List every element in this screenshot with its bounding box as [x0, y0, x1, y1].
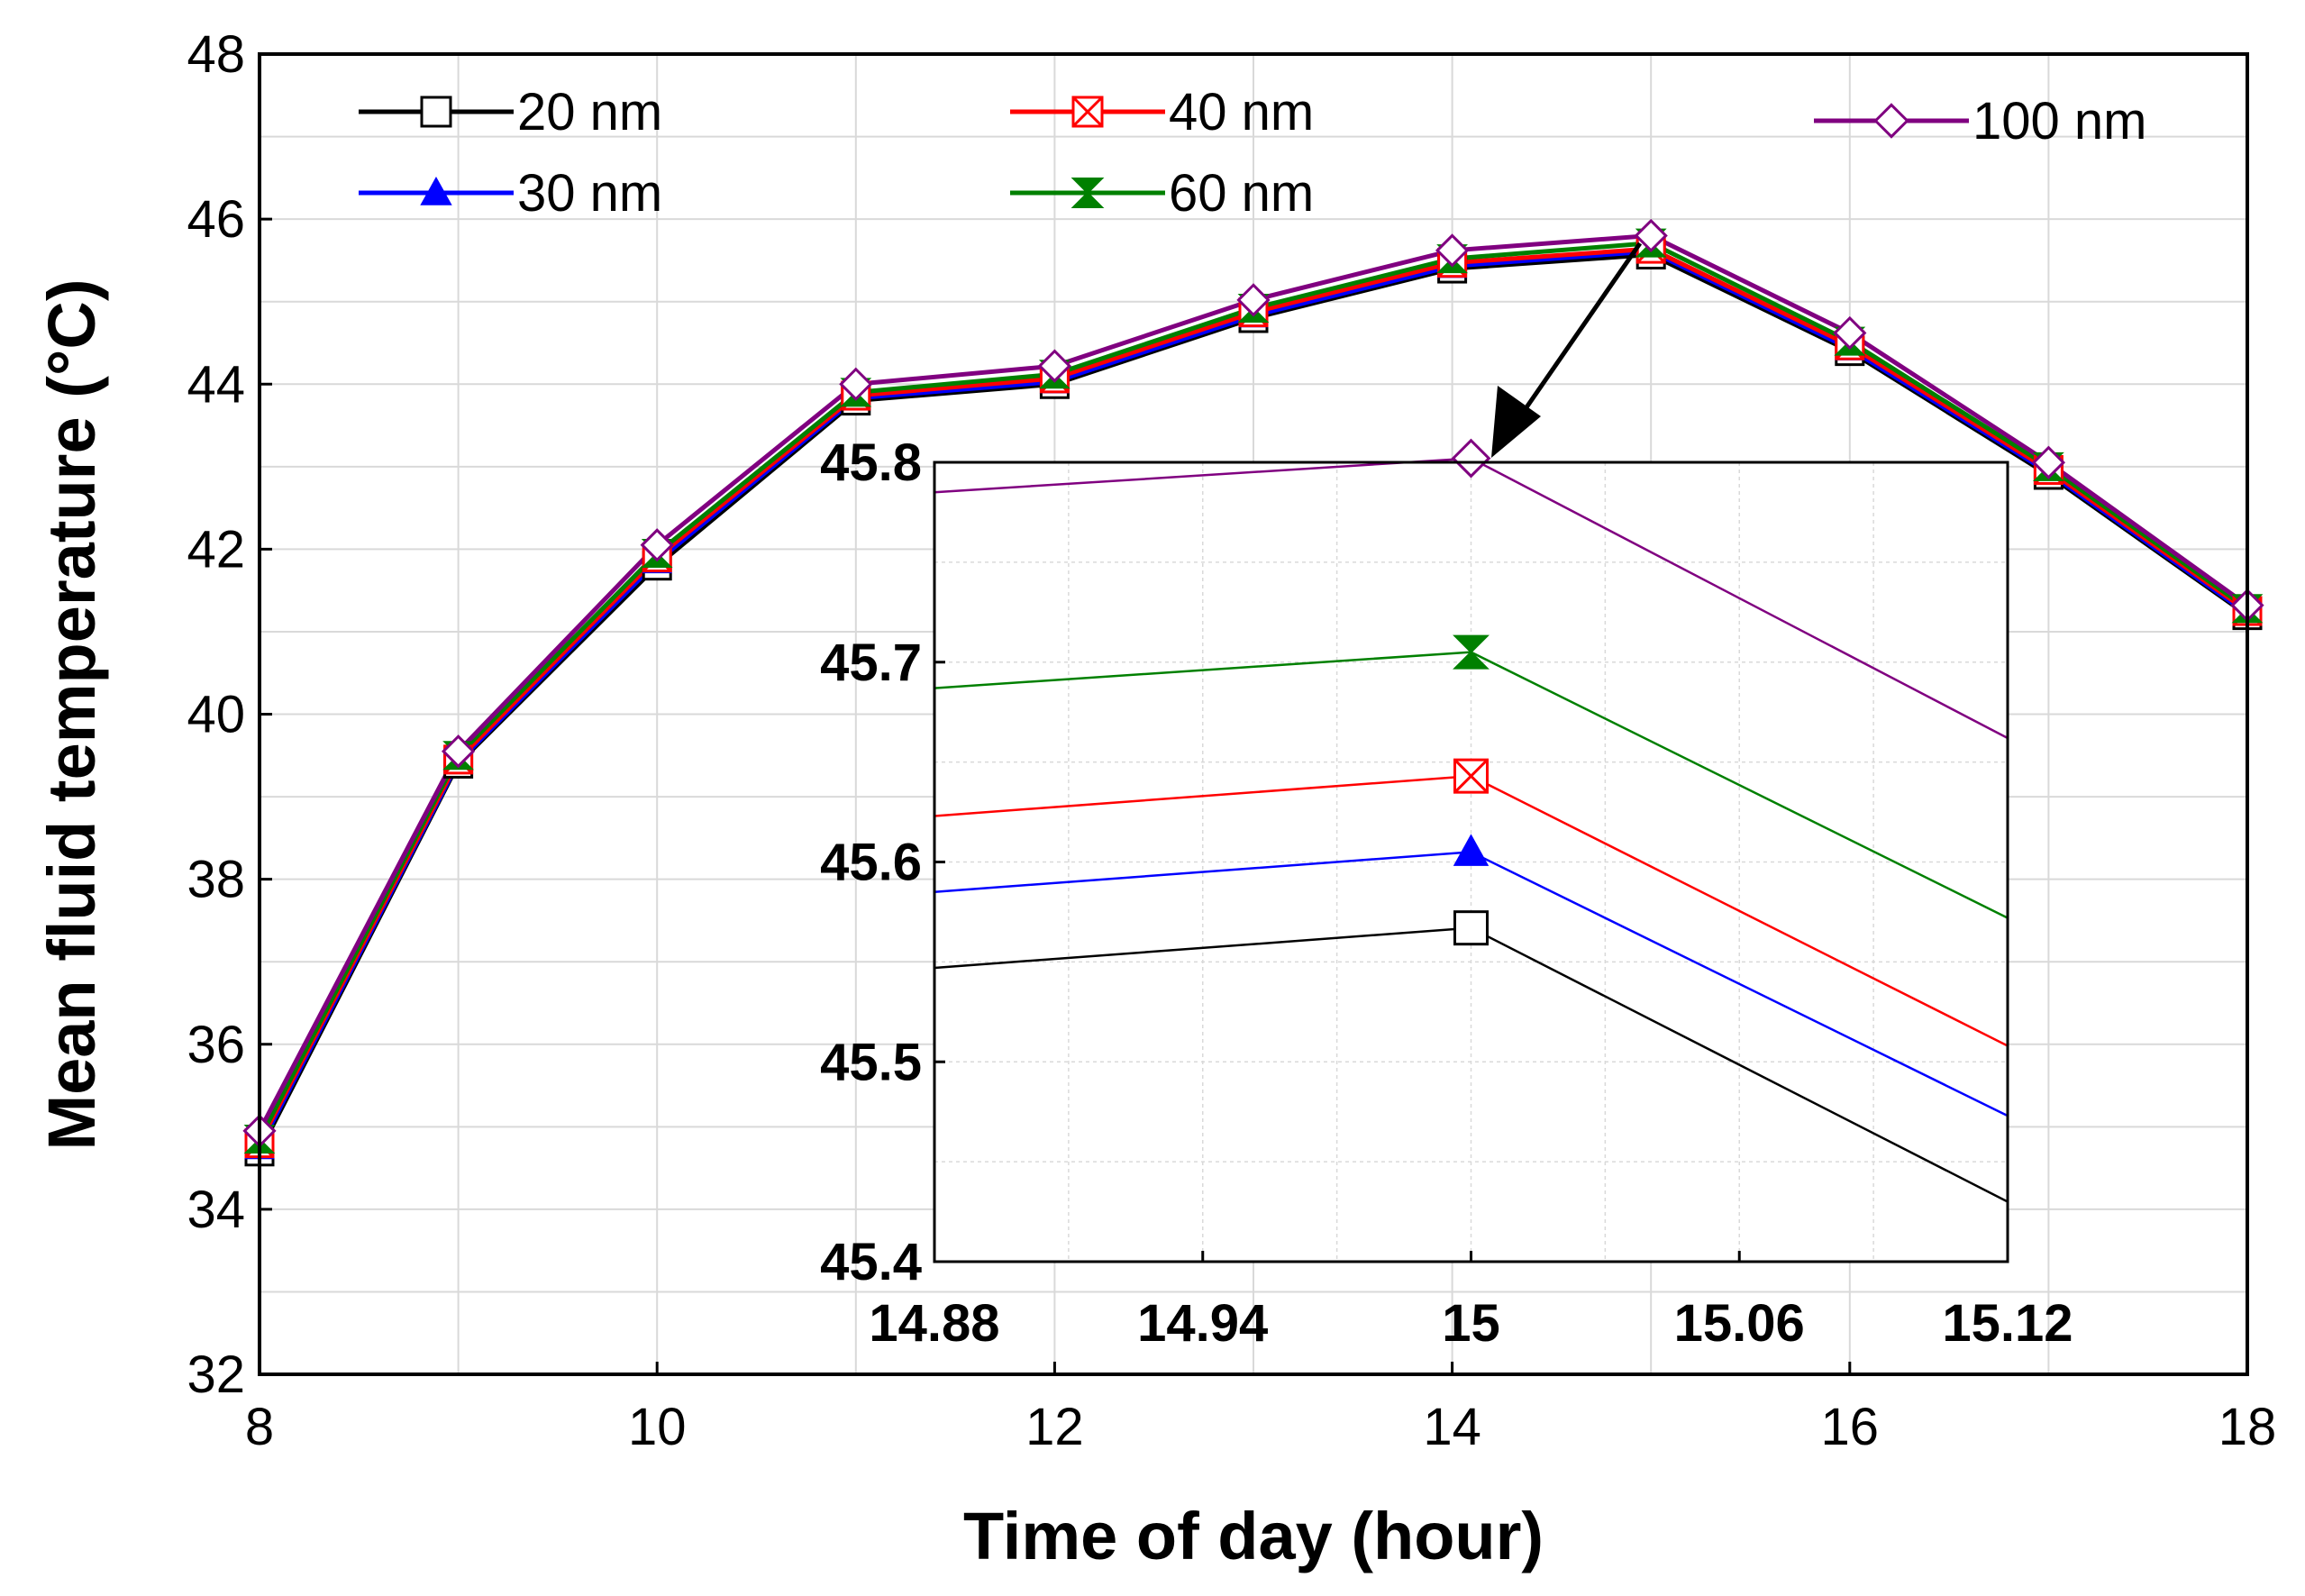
data-point-100nm: [640, 528, 674, 562]
y-tick-label: 46: [187, 190, 245, 249]
y-tick-label: 38: [187, 851, 245, 909]
inset-y-tick-label: 45.4: [820, 1233, 922, 1291]
legend-marker: [1873, 103, 1909, 139]
data-point-100nm: [1634, 218, 1668, 253]
data-point-100nm: [1833, 315, 1867, 351]
legend-label: 60 nm: [1169, 164, 1314, 223]
y-tick-label: 32: [187, 1345, 245, 1404]
inset-y-tick-label: 45.7: [820, 634, 922, 692]
legend-item-30nm: 30 nm: [359, 164, 662, 223]
legend-item-40nm: 40 nm: [1010, 83, 1314, 141]
legend-label: 100 nm: [1972, 92, 2146, 150]
legend-marker: [1071, 178, 1105, 208]
inset-data-point-20nm: [1453, 910, 1489, 946]
x-tick-label: 16: [1821, 1398, 1880, 1456]
x-tick-label: 10: [628, 1398, 687, 1456]
inset-data-point-40nm: [1453, 758, 1489, 794]
inset-x-tick-label: 15.06: [1674, 1294, 1805, 1353]
inset-y-tick-label: 45.5: [820, 1033, 922, 1091]
main-y-ticks: 32 34 36 38 40 42 44 46 48: [187, 25, 272, 1404]
inset-x-ticks: 14.88 14.94 15 15.06 15.12: [869, 1251, 2073, 1353]
data-point-100nm: [1435, 233, 1470, 268]
data-point-100nm: [2031, 445, 2066, 479]
inset-x-tick-label: 15.12: [1942, 1294, 2073, 1353]
y-tick-label: 48: [187, 25, 245, 84]
y-axis-title: Mean fluid temperature (°C): [34, 278, 109, 1150]
legend-label: 20 nm: [517, 83, 662, 141]
data-point-100nm: [839, 367, 873, 401]
y-tick-label: 40: [187, 686, 245, 744]
zoom-arrow: [1491, 242, 1643, 458]
x-tick-label: 14: [1423, 1398, 1481, 1456]
inset-x-tick-label: 14.88: [869, 1294, 999, 1353]
inset-data-point-100nm: [1451, 438, 1491, 479]
legend: 20 nm 30 nm 40 nm 60 nm 100 nm: [359, 83, 2146, 223]
inset-x-tick-label: 15: [1442, 1294, 1500, 1353]
y-tick-label: 42: [187, 520, 245, 579]
inset-y-tick-label: 45.6: [820, 834, 922, 892]
inset-series: [934, 438, 2009, 1203]
legend-item-60nm: 60 nm: [1010, 164, 1314, 223]
y-tick-label: 34: [187, 1181, 245, 1239]
data-point-100nm: [1236, 283, 1271, 317]
y-tick-label: 36: [187, 1016, 245, 1074]
inset-data-point-30nm: [1453, 834, 1490, 866]
x-tick-label: 8: [245, 1398, 274, 1456]
legend-label: 40 nm: [1169, 83, 1314, 141]
inset-y-tick-label: 45.8: [820, 433, 922, 492]
x-axis-title: Time of day (hour): [963, 1499, 1544, 1573]
y-tick-label: 44: [187, 355, 245, 414]
legend-label: 30 nm: [517, 164, 662, 223]
inset-data-point-60nm: [1453, 634, 1490, 670]
data-point-100nm: [1037, 349, 1072, 383]
legend-item-100nm: 100 nm: [1814, 92, 2146, 150]
legend-marker: [420, 96, 452, 128]
x-tick-label: 12: [1025, 1398, 1084, 1456]
main-x-ticks: 8 10 12 14 16 18: [245, 1362, 2276, 1456]
inset-x-tick-label: 14.94: [1137, 1294, 1268, 1353]
x-tick-label: 18: [2218, 1398, 2277, 1456]
legend-marker: [1071, 96, 1104, 128]
legend-item-20nm: 20 nm: [359, 83, 662, 141]
inset-y-ticks: 45.4 45.5 45.6 45.7 45.8: [820, 433, 945, 1291]
data-point-100nm: [441, 734, 476, 769]
legend-marker: [420, 176, 452, 205]
